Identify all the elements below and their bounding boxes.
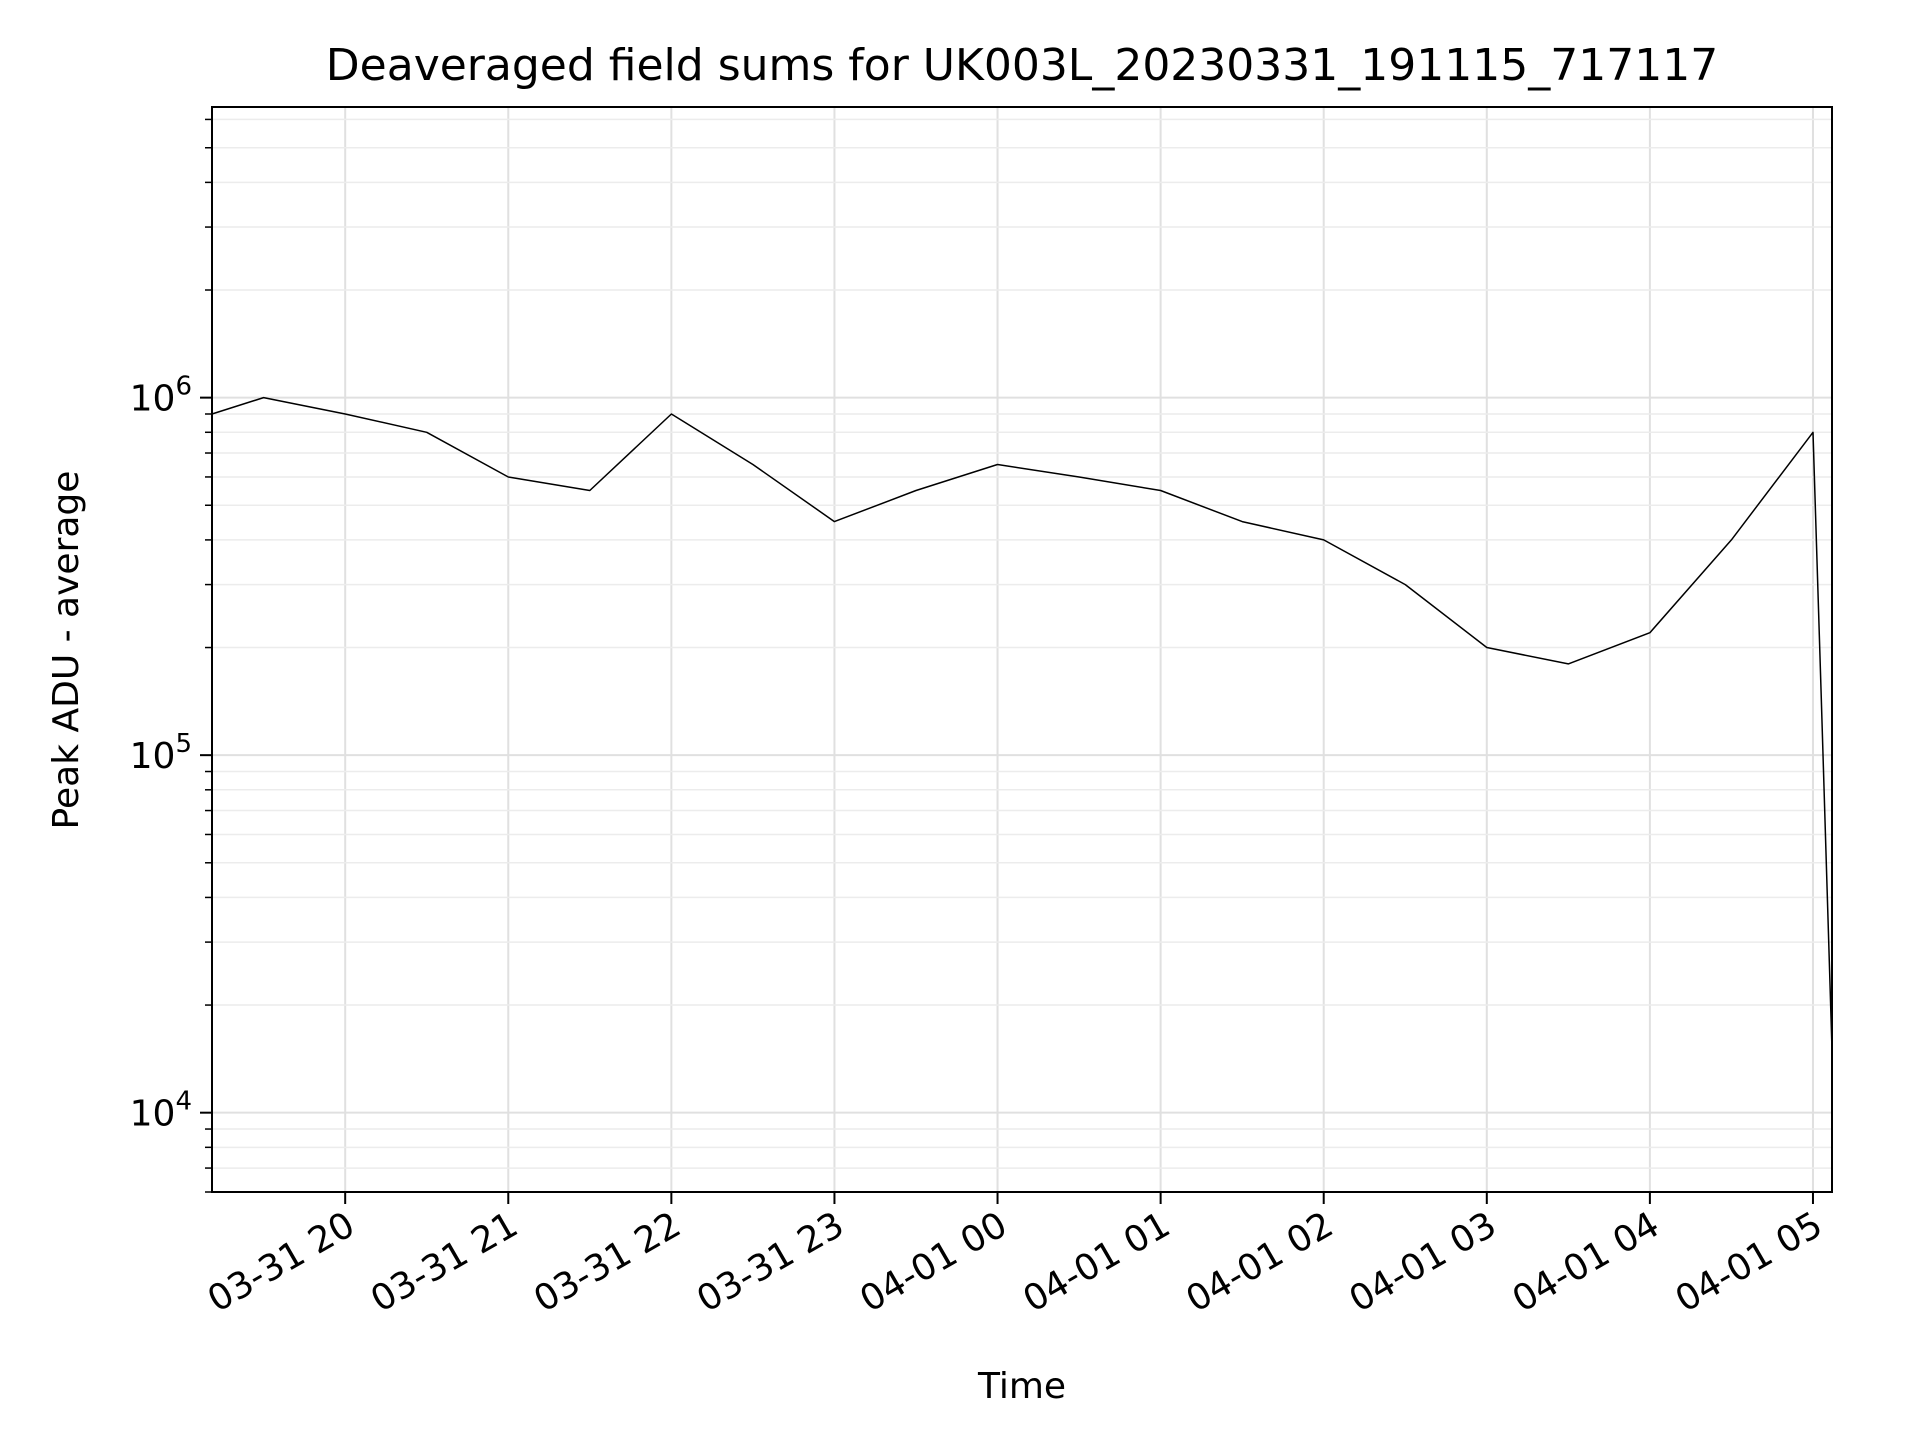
chart-title: Deaveraged field sums for UK003L_2023033… [326,40,1718,91]
y-tick-label: 106 [130,372,192,420]
x-axis-label: Time [977,1366,1066,1407]
plot-frame [211,106,1833,1193]
y-axis-label: Peak ADU - average [46,471,87,830]
y-tick-label: 105 [130,729,192,777]
y-axis: 104 105 106 [130,118,212,1193]
y-tick-label: 104 [130,1087,192,1135]
series-line [211,396,1833,1050]
series-group [211,396,1833,1050]
